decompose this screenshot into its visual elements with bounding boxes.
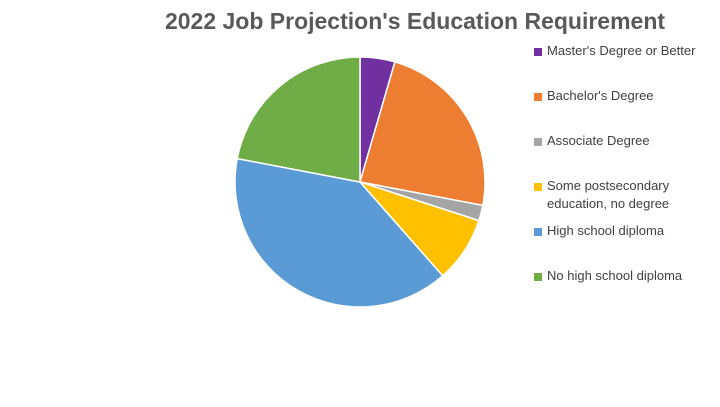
legend: Master's Degree or Better Bachelor's Deg…: [534, 42, 720, 312]
pie-slice-high-school-diploma: [234, 157, 444, 308]
legend-item-associate: Associate Degree: [534, 132, 720, 177]
legend-item-high-school: High school diploma: [534, 222, 720, 267]
legend-label-high-school: High school diploma: [547, 223, 665, 238]
legend-item-some-postsecondary: Some postsecondary education, no degree: [534, 177, 720, 222]
legend-item-bachelors: Bachelor's Degree: [534, 87, 720, 132]
legend-swatch-high-school: [534, 228, 542, 236]
legend-item-masters: Master's Degree or Better: [534, 42, 720, 87]
legend-item-no-high-school: No high school diploma: [534, 267, 720, 312]
pie-slice-no-high-school-diploma: [236, 56, 361, 183]
legend-label-bachelors: Bachelor's Degree: [547, 88, 654, 103]
pie-slice-bachelor-s-degree: [359, 61, 486, 207]
legend-swatch-some-postsecondary: [534, 183, 542, 191]
legend-swatch-associate: [534, 138, 542, 146]
legend-swatch-bachelors: [534, 93, 542, 101]
legend-swatch-no-high-school: [534, 273, 542, 281]
legend-swatch-masters: [534, 48, 542, 56]
legend-label-associate: Associate Degree: [547, 133, 650, 148]
legend-label-some-postsecondary: Some postsecondary education, no degree: [547, 178, 670, 211]
legend-label-masters: Master's Degree or Better: [547, 43, 696, 58]
legend-label-no-high-school: No high school diploma: [547, 268, 683, 283]
chart-title: 2022 Job Projection's Education Requirem…: [164, 8, 666, 34]
